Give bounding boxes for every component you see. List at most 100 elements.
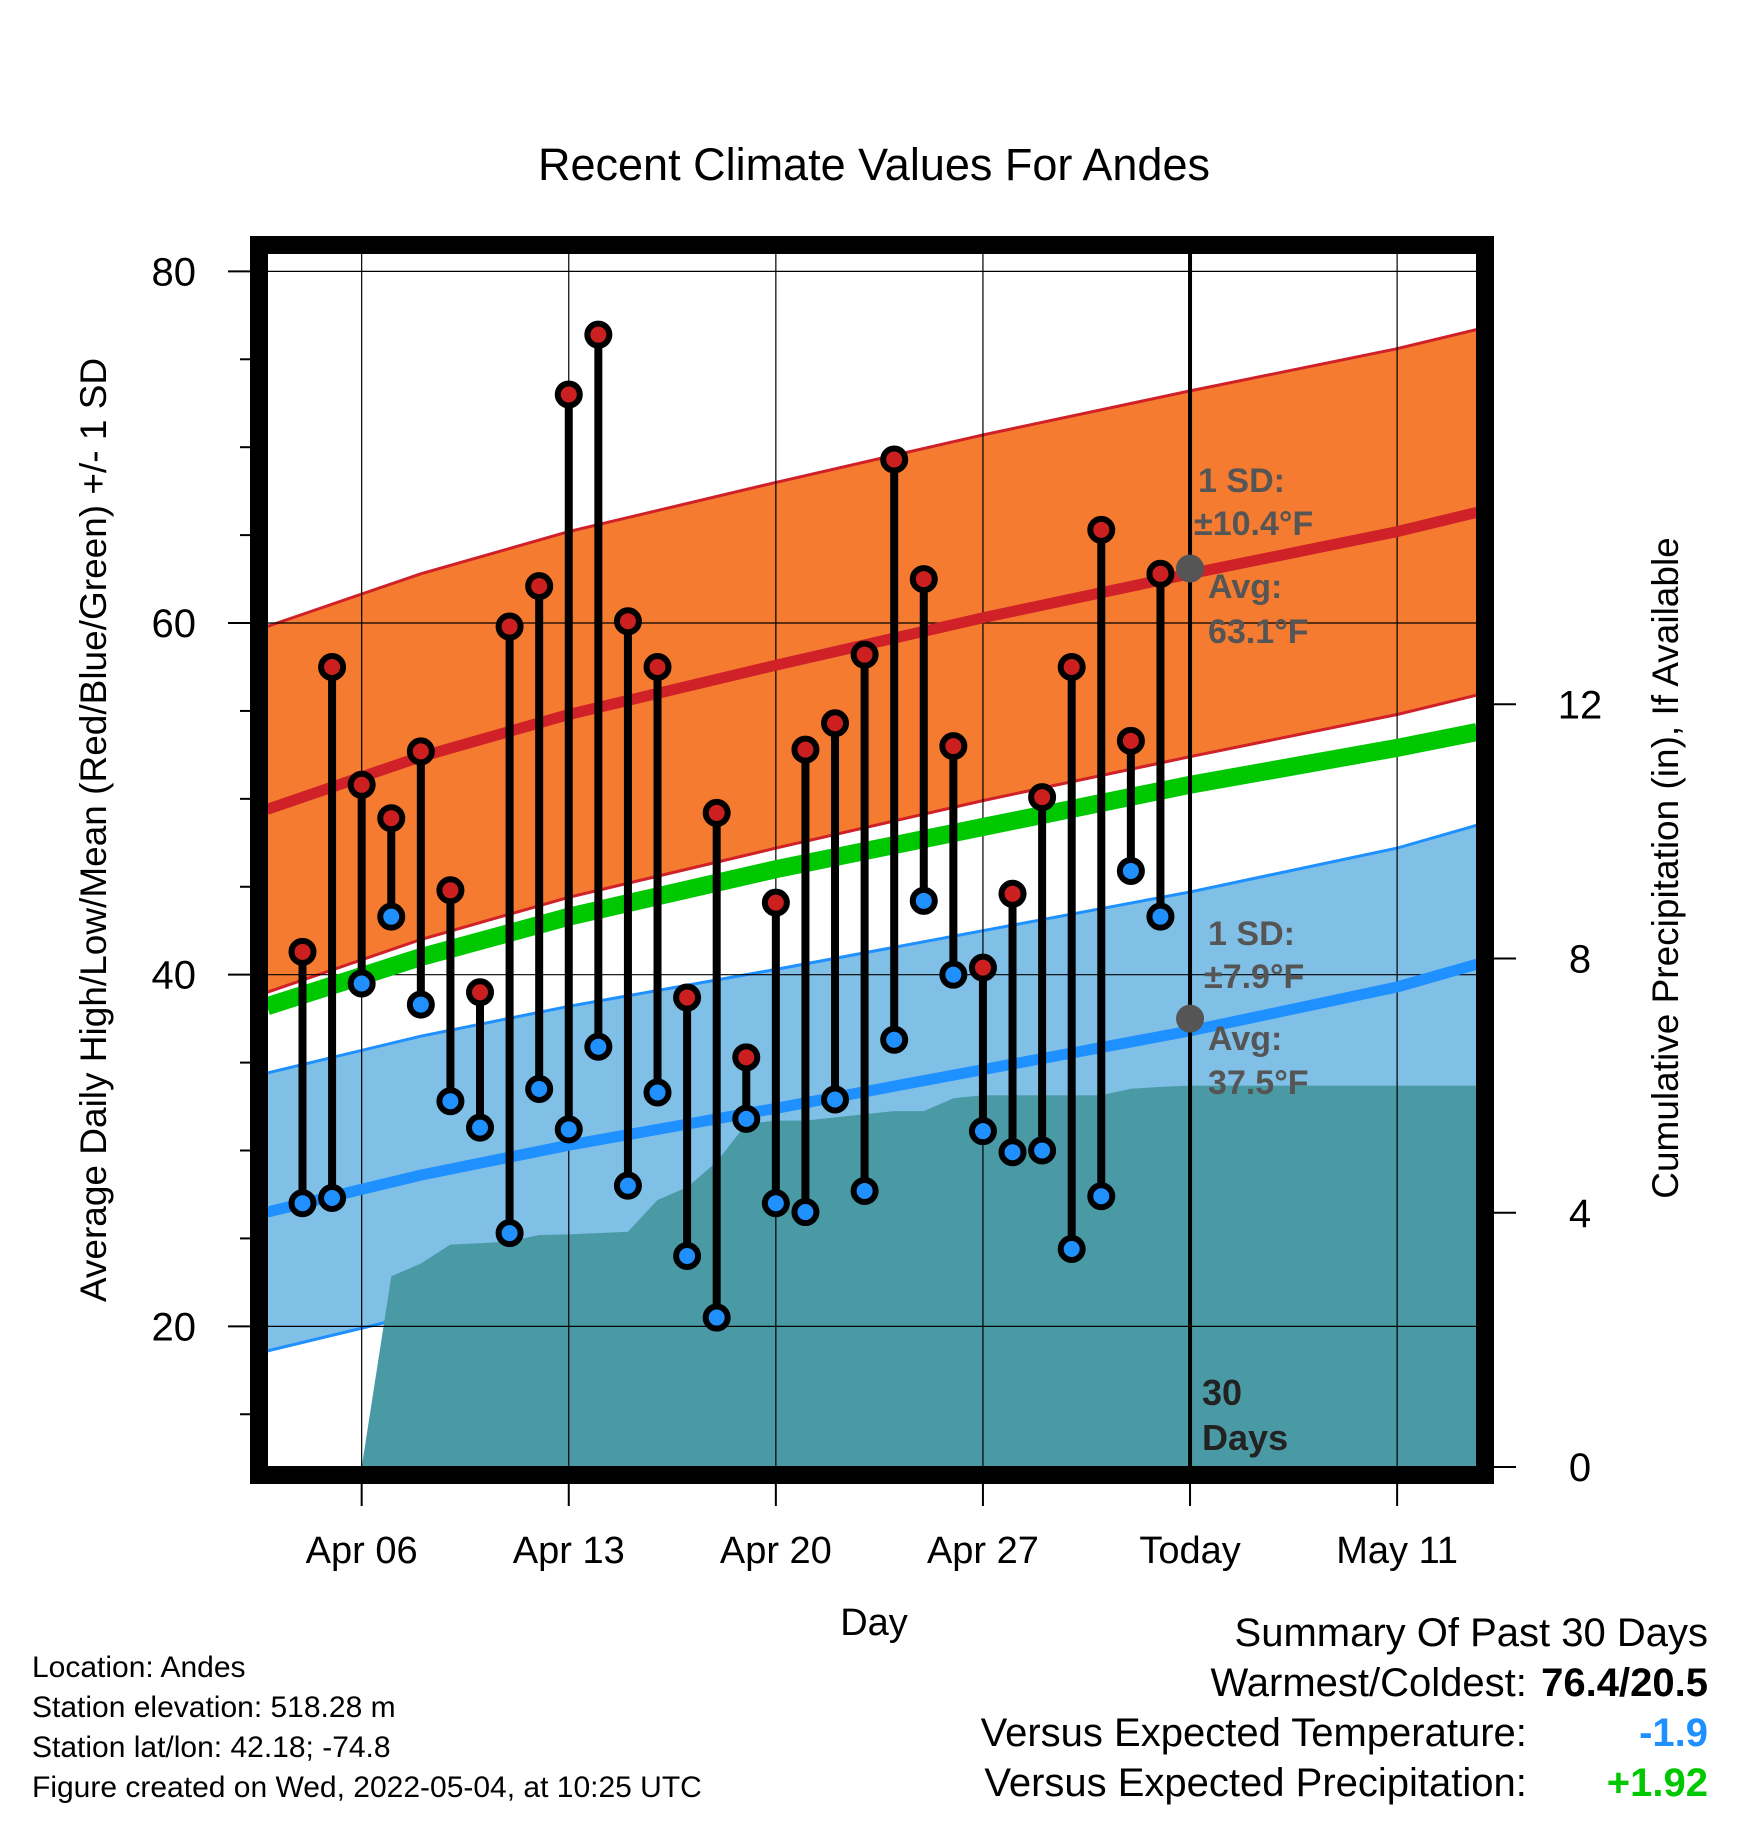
plot-frame — [250, 236, 1494, 1484]
observed-high-point — [1057, 652, 1086, 681]
observed-high-point — [436, 876, 465, 905]
observed-low-point — [880, 1025, 909, 1054]
y2-tick-label-2: 8 — [1569, 938, 1591, 982]
observed-high-point — [821, 709, 850, 738]
high-sd-value: ±10.4°F — [1194, 505, 1313, 543]
observed-low-point — [939, 960, 968, 989]
observed-low-point — [643, 1078, 672, 1107]
normal-low-line — [265, 958, 1479, 1218]
temp-label: Versus Expected Temperature: — [980, 1711, 1527, 1755]
today-marker — [1176, 245, 1205, 1467]
observed-low-point — [584, 1032, 613, 1061]
observed-values — [288, 320, 1175, 1332]
observed-high-point — [702, 798, 731, 827]
observed-high-point — [791, 735, 820, 764]
observed-high-point — [643, 652, 672, 681]
observed-low-point — [1057, 1234, 1086, 1263]
high-sd-band-lower-edge — [266, 693, 1478, 994]
y2-tick-label-3: 12 — [1558, 683, 1603, 727]
observed-high-point — [377, 804, 406, 833]
y-tick-label-1: 40 — [152, 954, 197, 998]
low-sd-value: ±7.9°F — [1204, 958, 1304, 996]
observed-low-point — [466, 1113, 495, 1142]
high-avg-value: 63.1°F — [1208, 613, 1309, 651]
y-axis-label: Average Daily High/Low/Mean (Red/Blue/Gr… — [73, 358, 114, 1302]
observed-high-point — [584, 320, 613, 349]
observed-low-point — [998, 1138, 1027, 1167]
x-tick-label-2: Apr 20 — [720, 1530, 832, 1572]
precip-label: Versus Expected Precipitation: — [984, 1761, 1527, 1805]
observed-high-point — [1116, 726, 1145, 755]
x-tick-label-1: Apr 13 — [513, 1530, 625, 1572]
observed-high-point — [406, 737, 435, 766]
observed-low-point — [288, 1189, 317, 1218]
y-tick-label-0: 20 — [152, 1305, 197, 1349]
high-avg-label: Avg: — [1208, 568, 1282, 606]
observed-low-point — [909, 886, 938, 915]
observed-low-point — [673, 1242, 702, 1271]
x-axis-label: Day — [840, 1602, 908, 1644]
summary-precip: Versus Expected Precipitation: +1.92 — [808, 1758, 1708, 1808]
warm-cold-value: 76.4/20.5 — [1541, 1661, 1708, 1705]
grid-lines — [267, 245, 1477, 1467]
observed-low-point — [525, 1074, 554, 1103]
figure-created: Figure created on Wed, 2022-05-04, at 10… — [32, 1771, 702, 1804]
observed-low-point — [318, 1183, 347, 1212]
observed-low-point — [347, 969, 376, 998]
observed-low-point — [377, 902, 406, 931]
observed-low-point — [495, 1219, 524, 1248]
observed-low-point — [732, 1104, 761, 1133]
window-label-2: Days — [1202, 1417, 1288, 1458]
observed-low-point — [1087, 1182, 1116, 1211]
x-tick-label-5: May 11 — [1336, 1530, 1458, 1572]
observed-low-point — [1146, 902, 1175, 931]
high-avg-dot — [1176, 554, 1205, 583]
summary-panel: Summary Of Past 30 Days Warmest/Coldest:… — [808, 1608, 1708, 1808]
observed-high-point — [968, 953, 997, 982]
observed-low-point — [1116, 856, 1145, 885]
observed-low-point — [613, 1171, 642, 1200]
precip-value: +1.92 — [1606, 1761, 1708, 1805]
low-sd-band-upper-edge — [266, 823, 1478, 1075]
window-label-1: 30 — [1202, 1372, 1242, 1413]
observed-high-point — [318, 652, 347, 681]
observed-low-point — [791, 1198, 820, 1227]
summary-heading: Summary Of Past 30 Days — [1234, 1611, 1708, 1655]
observed-high-point — [288, 937, 317, 966]
observed-low-point — [1028, 1136, 1057, 1165]
observed-high-point — [613, 607, 642, 636]
low-avg-value: 37.5°F — [1208, 1064, 1309, 1102]
observed-high-point — [1028, 783, 1057, 812]
normal-mean-line — [264, 723, 1479, 1015]
station-info: Location: Andes Station elevation: 518.2… — [32, 1648, 702, 1808]
observed-low-point — [850, 1176, 879, 1205]
summary-temp: Versus Expected Temperature: -1.9 — [808, 1708, 1708, 1758]
observed-high-point — [554, 380, 583, 409]
observed-high-point — [939, 732, 968, 761]
observed-low-point — [436, 1087, 465, 1116]
observed-high-point — [1087, 515, 1116, 544]
observed-high-point — [850, 640, 879, 669]
observed-low-point — [554, 1115, 583, 1144]
observed-high-point — [880, 445, 909, 474]
observed-high-point — [732, 1043, 761, 1072]
observed-high-point — [466, 978, 495, 1007]
observed-low-point — [821, 1085, 850, 1114]
observed-high-point — [1146, 559, 1175, 588]
y2-tick-label-1: 4 — [1569, 1192, 1591, 1236]
station-latlon: Station lat/lon: 42.18; -74.8 — [32, 1731, 391, 1764]
y2-axis-label: Cumulative Precipitation (in), If Availa… — [1645, 537, 1686, 1199]
temp-value: -1.9 — [1639, 1711, 1708, 1755]
y-tick-label-2: 60 — [152, 602, 197, 646]
chart-annotations: 1 SD: ±10.4°F Avg: 63.1°F 1 SD: ±7.9°F Avg: 37.… — [1194, 462, 1313, 1458]
warm-cold-label: Warmest/Coldest: — [1210, 1661, 1527, 1705]
low-sd-label: 1 SD: — [1208, 915, 1295, 953]
observed-high-point — [673, 983, 702, 1012]
precip-area — [361, 1085, 1478, 1467]
y2-tick-label-0: 0 — [1569, 1446, 1591, 1490]
low-avg-dot — [1176, 1004, 1205, 1033]
observed-high-point — [495, 612, 524, 641]
observed-low-point — [406, 990, 435, 1019]
observed-low-point — [761, 1189, 790, 1218]
